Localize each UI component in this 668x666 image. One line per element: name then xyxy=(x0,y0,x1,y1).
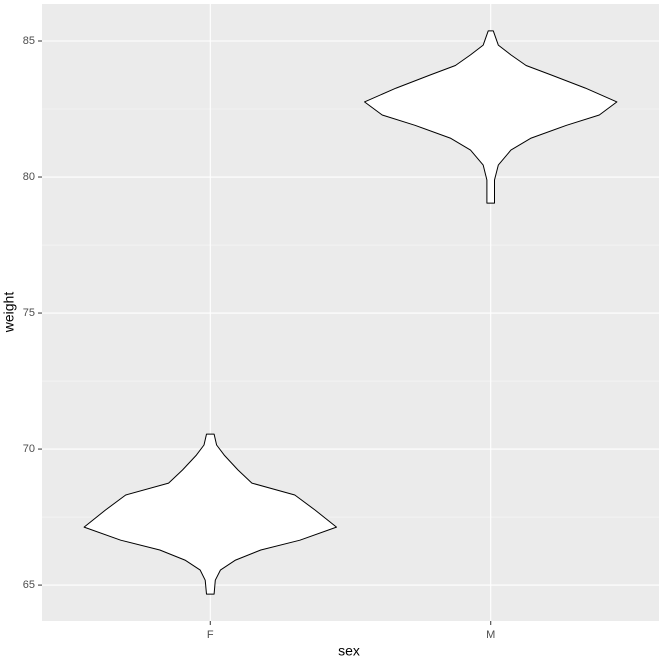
violin xyxy=(364,30,618,204)
y-tick-label: 75 xyxy=(23,307,35,319)
y-tick-label: 85 xyxy=(23,35,35,47)
y-tick-label: 65 xyxy=(23,579,35,591)
y-axis-title: weight xyxy=(1,292,17,334)
y-tick-label: 80 xyxy=(23,171,35,183)
x-tick-label: M xyxy=(486,629,495,641)
x-axis-title: sex xyxy=(338,643,360,659)
y-tick-label: 70 xyxy=(23,443,35,455)
x-tick-label: F xyxy=(207,629,214,641)
violin xyxy=(83,433,337,595)
